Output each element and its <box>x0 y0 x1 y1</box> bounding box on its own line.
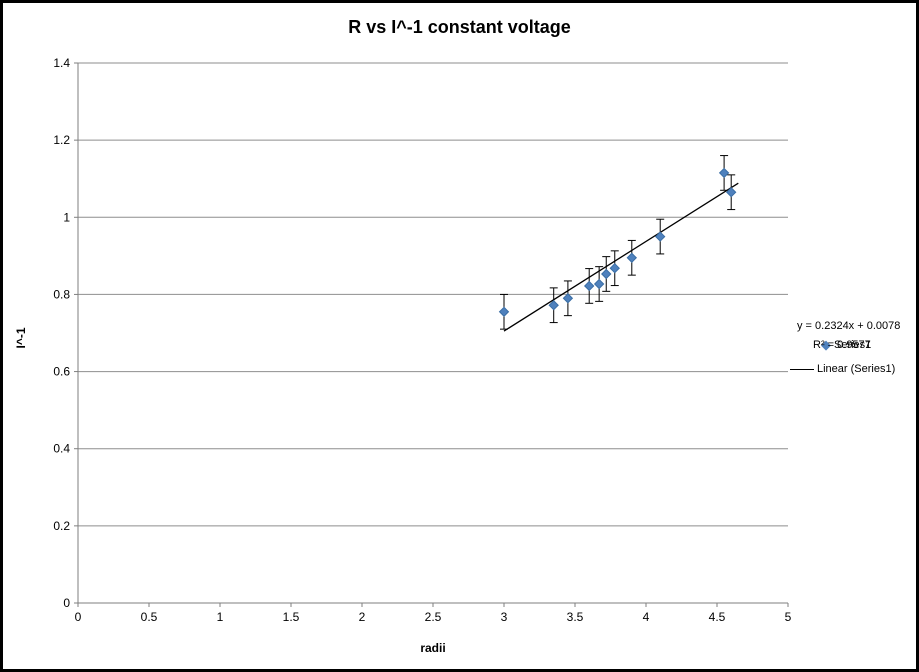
tick-labels: 0 0.5 1 1.5 2 2.5 3 3.5 4 4.5 5 0 0.2 0.4 0.6 0.8 1 1.2 1.… <box>53 56 791 624</box>
data-point[interactable] <box>548 300 559 311</box>
legend-entry-linear[interactable]: Linear (Series1) <box>790 363 895 375</box>
y-tick-label: 1.4 <box>53 56 70 70</box>
data-point[interactable] <box>593 278 605 290</box>
trendline[interactable] <box>503 182 739 332</box>
x-tick-label: 5 <box>785 610 792 624</box>
y-tick-label: 0.6 <box>53 365 70 379</box>
plot-area[interactable]: 0 0.5 1 1.5 2 2.5 3 3.5 4 4.5 5 0 0.2 0.4 0.6 0.8 1 1.2 1.… <box>3 3 919 672</box>
x-tick-label: 0.5 <box>141 610 158 624</box>
x-tick-label: 0 <box>75 610 82 624</box>
x-tick-label: 3 <box>501 610 508 624</box>
x-tick-label: 4 <box>643 610 650 624</box>
y-axis-title: I^-1 <box>14 327 28 349</box>
x-tick-label: 2.5 <box>425 610 442 624</box>
y-tick-label: 0 <box>63 596 70 610</box>
y-tick-label: 0.8 <box>53 287 70 301</box>
series1-diamond-icon: ◆ <box>821 337 831 352</box>
x-axis-title: radii <box>420 641 446 655</box>
data-point[interactable] <box>718 167 730 179</box>
y-tick-label: 0.4 <box>53 442 70 456</box>
data-point[interactable] <box>498 306 510 317</box>
y-tick-label: 0.2 <box>53 519 70 533</box>
series1-points[interactable] <box>498 167 737 317</box>
legend-entry-series1[interactable]: Series1 <box>834 339 872 351</box>
error-bars <box>500 155 736 330</box>
chart-title[interactable]: R vs I^-1 constant voltage <box>348 17 571 37</box>
data-point[interactable] <box>562 293 574 304</box>
x-tick-label: 3.5 <box>567 610 584 624</box>
data-point[interactable] <box>626 252 638 263</box>
y-tick-label: 1 <box>63 210 70 224</box>
data-point[interactable] <box>609 262 620 274</box>
x-tick-label: 1 <box>217 610 224 624</box>
data-point[interactable] <box>654 231 666 242</box>
trendline-equation-label[interactable]: y = 0.2324x + 0.0078 <box>797 320 901 332</box>
x-tick-label: 2 <box>359 610 366 624</box>
x-tick-label: 4.5 <box>709 610 726 624</box>
gridlines <box>78 62 788 527</box>
data-point[interactable] <box>583 280 595 292</box>
y-tick-label: 1.2 <box>53 133 70 147</box>
data-point[interactable] <box>601 268 612 280</box>
x-tick-label: 1.5 <box>283 610 300 624</box>
trendline-r-squared-label[interactable]: R² = 0.9577 <box>813 339 871 351</box>
trendline-line-icon <box>790 368 814 370</box>
legend-entry-linear-label: Linear (Series1) <box>817 363 896 375</box>
axes <box>77 63 788 604</box>
data-point[interactable] <box>725 187 737 198</box>
